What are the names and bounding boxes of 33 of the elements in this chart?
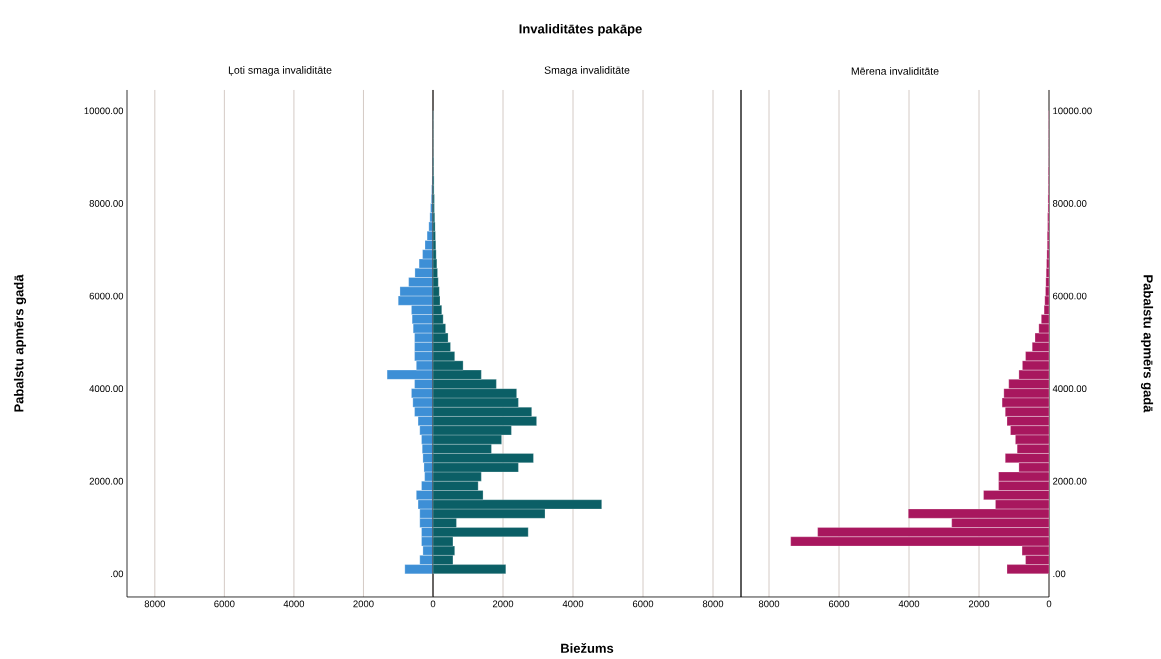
chart-subtitle: Smaga invaliditāte [544, 66, 630, 76]
chart-subtitle: Ļoti smaga invaliditāte [228, 66, 332, 76]
x-tick-label: 4000 [898, 600, 920, 608]
x-tick-label: 6000 [632, 600, 654, 608]
y-axis-title: Pabalstu apmērs gadā [13, 274, 27, 412]
x-tick-label: 8000 [702, 600, 724, 608]
y-tick-label: 8000.00 [1052, 200, 1087, 207]
x-tick-label: 2000 [968, 600, 990, 608]
chart-subtitle: Mērena invaliditāte [851, 67, 939, 75]
y-tick-label: 6000.00 [1053, 292, 1087, 300]
x-tick-label: 2000 [353, 600, 374, 608]
x-tick-label: 0 [430, 600, 436, 608]
y2-axis-title: Pabalstu apmērs gadā [1140, 275, 1154, 413]
y-tick-label: 10000.00 [84, 107, 124, 115]
y-tick-label: 6000.00 [89, 292, 124, 300]
x-axis-title: Biežums [561, 643, 614, 653]
x-tick-label: 8000 [144, 600, 166, 608]
x-tick-label: 6000 [828, 600, 850, 608]
y-tick-label: .00 [111, 570, 124, 578]
y-tick-label: 10000.00 [1053, 107, 1092, 115]
y-tick-label: 4000.00 [89, 385, 124, 392]
x-tick-label: 4000 [283, 600, 305, 608]
x-tick-label: 0 [1046, 600, 1052, 608]
x-tick-label: 8000 [758, 600, 780, 608]
x-tick-label: 2000 [492, 600, 514, 608]
y-tick-label: 2000.00 [1053, 477, 1087, 485]
x-tick-label: 4000 [562, 600, 584, 608]
y-tick-label: 4000.00 [1052, 385, 1087, 392]
y-tick-label: 2000.00 [89, 477, 124, 485]
y-tick-label: .00 [1053, 570, 1066, 578]
x-tick-label: 6000 [214, 600, 235, 608]
y-tick-label: 8000.00 [89, 200, 124, 207]
chart-title: Invaliditātes pakāpe [519, 23, 642, 37]
